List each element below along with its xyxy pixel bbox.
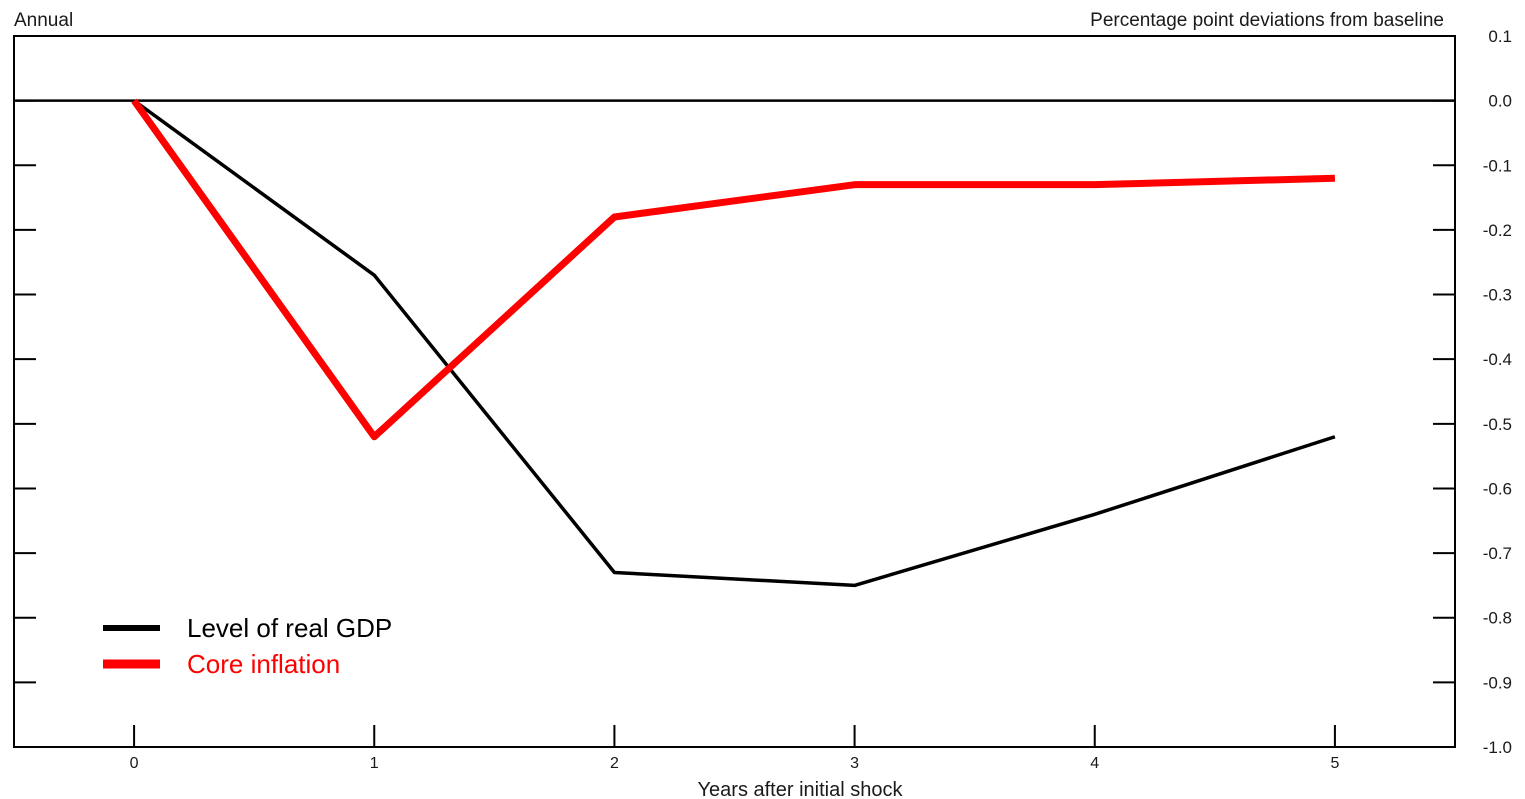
y-tick-label: -0.9: [1483, 673, 1512, 692]
y-tick-label: -0.1: [1483, 156, 1512, 175]
y-tick-label: -0.6: [1483, 479, 1512, 498]
y-tick-label: 0.0: [1488, 92, 1512, 111]
series-layer: [131, 98, 1336, 588]
series-line-real-gdp: [133, 99, 1336, 588]
y-tick-label: 0.1: [1488, 27, 1512, 46]
x-tick-label: 4: [1090, 755, 1099, 772]
y-tick-label: -0.7: [1483, 544, 1512, 563]
x-axis: 0 1 2 3 4 5: [130, 725, 1339, 772]
units-label: Percentage point deviations from baselin…: [1090, 10, 1444, 31]
y-tick-label: -1.0: [1483, 738, 1512, 757]
y-tick-label: -0.2: [1483, 221, 1512, 240]
y-tick-label: -0.3: [1483, 286, 1512, 305]
x-tick-label: 1: [370, 755, 379, 772]
y-axis: 0.1 0.0 -0.1 -0.2 -0.3 -0.4 -0.5 -0.6 -0.7 -0.8 -0…: [14, 27, 1512, 757]
frequency-label: Annual: [14, 10, 73, 31]
x-tick-label: 0: [130, 755, 139, 772]
y-tick-label: -0.8: [1483, 609, 1512, 628]
y-tick-label: -0.4: [1483, 350, 1512, 369]
x-tick-label: 5: [1330, 755, 1339, 772]
x-axis-title: Years after initial shock: [698, 779, 904, 799]
y-tick-label: -0.5: [1483, 415, 1512, 434]
plot-frame: [13, 35, 1456, 748]
x-tick-label: 2: [610, 755, 619, 772]
x-tick-label: 3: [850, 755, 859, 772]
legend-label: Level of real GDP: [187, 613, 392, 643]
series-line-core-inflation: [131, 98, 1336, 441]
legend-label: Core inflation: [187, 649, 340, 679]
legend: Level of real GDP Core inflation: [103, 613, 392, 679]
